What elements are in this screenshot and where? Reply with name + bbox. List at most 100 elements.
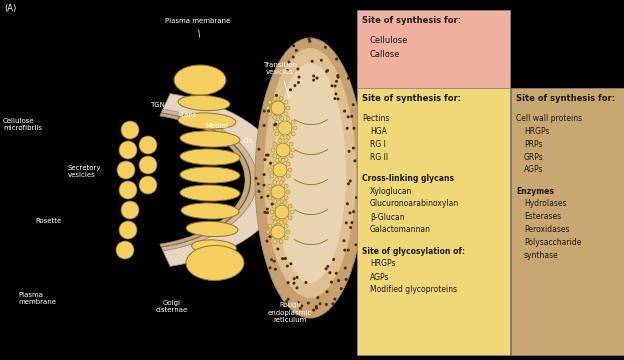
Ellipse shape bbox=[178, 95, 230, 111]
Ellipse shape bbox=[271, 148, 275, 152]
Text: Transition
vesicles: Transition vesicles bbox=[263, 62, 297, 97]
Ellipse shape bbox=[324, 267, 328, 270]
Text: Site of synthesis for:: Site of synthesis for: bbox=[362, 16, 461, 25]
Ellipse shape bbox=[119, 181, 137, 199]
Ellipse shape bbox=[270, 174, 274, 178]
FancyBboxPatch shape bbox=[357, 10, 510, 88]
Ellipse shape bbox=[293, 277, 296, 280]
Ellipse shape bbox=[288, 168, 292, 172]
Ellipse shape bbox=[268, 266, 271, 269]
Ellipse shape bbox=[319, 302, 321, 305]
Ellipse shape bbox=[286, 230, 290, 234]
Ellipse shape bbox=[268, 112, 272, 116]
Text: Enzymes: Enzymes bbox=[516, 186, 554, 195]
Ellipse shape bbox=[286, 162, 290, 166]
Ellipse shape bbox=[265, 154, 268, 157]
Ellipse shape bbox=[180, 131, 240, 147]
Ellipse shape bbox=[349, 180, 352, 183]
Ellipse shape bbox=[174, 65, 226, 95]
Text: Modified glycoproteins: Modified glycoproteins bbox=[370, 285, 457, 294]
Ellipse shape bbox=[260, 196, 263, 199]
Ellipse shape bbox=[312, 309, 315, 312]
Ellipse shape bbox=[268, 236, 272, 240]
Ellipse shape bbox=[269, 162, 272, 165]
Ellipse shape bbox=[352, 210, 355, 213]
Ellipse shape bbox=[180, 185, 240, 201]
Ellipse shape bbox=[271, 185, 285, 199]
Ellipse shape bbox=[289, 88, 292, 91]
Ellipse shape bbox=[284, 112, 288, 116]
Text: Esterases: Esterases bbox=[524, 212, 561, 221]
Ellipse shape bbox=[279, 199, 283, 203]
Ellipse shape bbox=[285, 300, 288, 303]
Ellipse shape bbox=[117, 161, 135, 179]
Ellipse shape bbox=[334, 85, 336, 87]
Ellipse shape bbox=[346, 127, 349, 130]
Ellipse shape bbox=[308, 40, 311, 43]
Text: GRPs: GRPs bbox=[524, 153, 544, 162]
Ellipse shape bbox=[297, 301, 300, 304]
Ellipse shape bbox=[359, 147, 362, 149]
Wedge shape bbox=[162, 109, 257, 251]
Ellipse shape bbox=[263, 158, 266, 161]
Ellipse shape bbox=[343, 109, 346, 113]
Ellipse shape bbox=[279, 116, 283, 120]
Ellipse shape bbox=[333, 97, 336, 100]
Ellipse shape bbox=[284, 196, 288, 200]
Text: Pectins: Pectins bbox=[362, 113, 389, 122]
Ellipse shape bbox=[286, 298, 290, 301]
Ellipse shape bbox=[326, 69, 329, 72]
Ellipse shape bbox=[276, 248, 280, 251]
Ellipse shape bbox=[274, 63, 346, 283]
Ellipse shape bbox=[266, 208, 269, 211]
Ellipse shape bbox=[278, 158, 282, 162]
Text: HRGPs: HRGPs bbox=[524, 126, 550, 135]
Ellipse shape bbox=[344, 266, 347, 270]
Ellipse shape bbox=[352, 147, 355, 150]
Text: Cis: Cis bbox=[243, 138, 253, 144]
Ellipse shape bbox=[278, 121, 292, 135]
Ellipse shape bbox=[277, 201, 281, 204]
Ellipse shape bbox=[350, 115, 353, 118]
Text: β-Glucan: β-Glucan bbox=[370, 212, 404, 221]
Ellipse shape bbox=[270, 210, 274, 214]
Ellipse shape bbox=[273, 163, 287, 177]
Wedge shape bbox=[163, 94, 285, 266]
Ellipse shape bbox=[278, 139, 282, 143]
Ellipse shape bbox=[178, 113, 236, 129]
Ellipse shape bbox=[352, 103, 354, 106]
Ellipse shape bbox=[292, 55, 295, 59]
Ellipse shape bbox=[331, 302, 334, 305]
Ellipse shape bbox=[284, 139, 288, 143]
Ellipse shape bbox=[335, 58, 338, 60]
Text: Cross-linking glycans: Cross-linking glycans bbox=[362, 174, 454, 183]
Ellipse shape bbox=[290, 210, 294, 214]
Text: Trans: Trans bbox=[178, 112, 197, 118]
Ellipse shape bbox=[281, 158, 285, 162]
Ellipse shape bbox=[286, 117, 290, 121]
Ellipse shape bbox=[288, 60, 290, 64]
Ellipse shape bbox=[263, 124, 266, 127]
Ellipse shape bbox=[336, 74, 339, 77]
Text: AGPs: AGPs bbox=[524, 166, 544, 175]
Text: Hydrolases: Hydrolases bbox=[524, 199, 567, 208]
Ellipse shape bbox=[273, 220, 277, 225]
Ellipse shape bbox=[299, 307, 302, 310]
Ellipse shape bbox=[308, 38, 311, 41]
Ellipse shape bbox=[343, 239, 346, 242]
Ellipse shape bbox=[279, 96, 283, 100]
Ellipse shape bbox=[297, 81, 300, 84]
Ellipse shape bbox=[266, 230, 270, 234]
Ellipse shape bbox=[312, 78, 315, 82]
Ellipse shape bbox=[349, 211, 351, 214]
Ellipse shape bbox=[276, 143, 290, 157]
Text: Site of glycosylation of:: Site of glycosylation of: bbox=[362, 247, 465, 256]
Ellipse shape bbox=[178, 78, 222, 92]
Ellipse shape bbox=[258, 148, 260, 151]
Ellipse shape bbox=[291, 148, 295, 152]
Ellipse shape bbox=[119, 141, 137, 159]
Ellipse shape bbox=[286, 69, 289, 72]
Ellipse shape bbox=[286, 174, 290, 178]
Ellipse shape bbox=[286, 106, 290, 110]
Ellipse shape bbox=[330, 280, 333, 284]
